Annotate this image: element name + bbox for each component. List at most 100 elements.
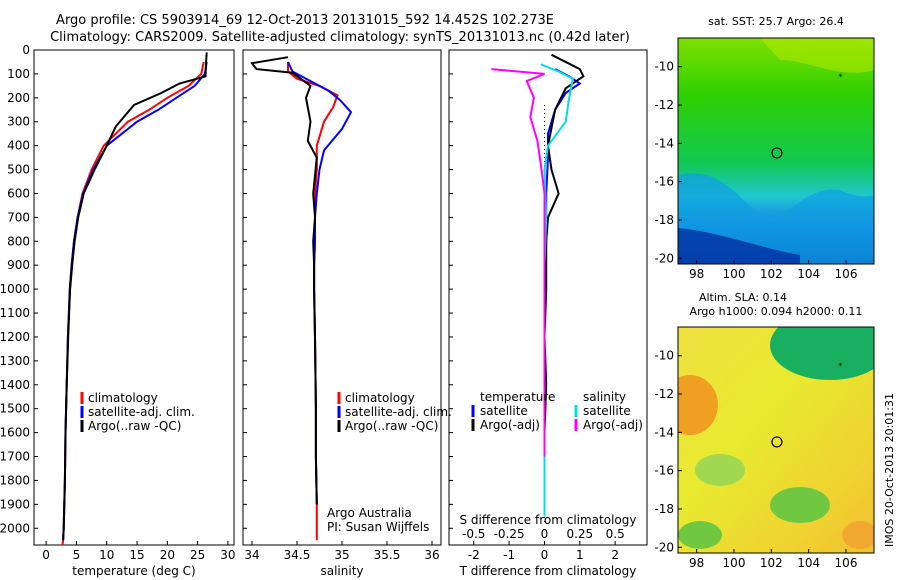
- map-y-tick-label: -16: [654, 175, 674, 189]
- y-tick-label: 0: [22, 43, 30, 57]
- header-line2: Climatology: CARS2009. Satellite-adjuste…: [50, 30, 630, 45]
- x-tick-label: 35.5: [374, 548, 401, 562]
- x-tick-label: 20: [160, 548, 175, 562]
- y-tick-label: 300: [7, 115, 30, 129]
- temperature-legend: climatology satellite-adj. clim. Argo(..…: [80, 391, 195, 433]
- salinity-legend: climatology satellite-adj. clim. Argo(..…: [337, 391, 452, 433]
- s-diff-xlabel: S difference from climatology: [460, 513, 637, 527]
- argo-location-marker: [771, 147, 783, 159]
- map-y-tick-label: -12: [654, 387, 674, 401]
- x-tick-label: 34.5: [284, 548, 311, 562]
- map-x-tick-label: 98: [689, 267, 704, 281]
- x-tick-label: -1: [503, 548, 515, 562]
- difference-panel-frame: [448, 49, 648, 546]
- legend-label-t-argo: Argo(-adj): [480, 418, 540, 432]
- x-tick-label: 25: [190, 548, 205, 562]
- y-tick-label: 1200: [0, 330, 30, 344]
- x-tick-label: 1: [576, 548, 584, 562]
- difference-panel: -2 -1 0 1 2 -0.5 -0.25 0 0.25 0.5: [449, 49, 625, 562]
- y-tick-label: 1100: [0, 306, 30, 320]
- temperature-panel: 0 5 10 15 20 25 300100200300400500600700800900…: [0, 43, 236, 562]
- y-tick-label: 1400: [0, 378, 30, 392]
- y-tick-label: 1600: [0, 426, 30, 440]
- series-climatology: [287, 62, 339, 541]
- series-climatology: [61, 61, 205, 546]
- x-tick-label: 0: [541, 548, 549, 562]
- y-tick-label: 600: [7, 186, 30, 200]
- y-tick-label: 700: [7, 210, 30, 224]
- series-salinity-argo-adj: [491, 68, 546, 457]
- legend-label-s-argo: Argo(-adj): [583, 418, 643, 432]
- y-tick-label: 2000: [0, 521, 30, 535]
- map-x-tick-label: 98: [689, 556, 704, 570]
- footer-stamp: IMOS 20-Oct-2013 20:01:31: [883, 393, 896, 547]
- series-argo-raw-qc: [62, 52, 208, 541]
- series-satellite-adj-clim: [287, 61, 353, 505]
- salinity-annotation-line2: PI: Susan Wijffels: [327, 520, 429, 534]
- y-tick-label: 500: [7, 163, 30, 177]
- map-x-tick-label: 104: [797, 267, 820, 281]
- sst-map: [678, 38, 874, 264]
- argo-location-marker: [771, 436, 783, 448]
- sla-map-frame: [677, 326, 875, 554]
- salinity-annotation-line1: Argo Australia: [327, 506, 412, 520]
- legend-label-climatology: climatology: [345, 391, 415, 405]
- map-x-tick-label: 104: [797, 556, 820, 570]
- y-tick-label: 1000: [0, 282, 30, 296]
- sla-map-title-line2: Argo h1000: 0.094 h2000: 0.11: [690, 305, 863, 318]
- x2-tick-label: 0.5: [606, 527, 625, 541]
- series-argo-raw-qc: [250, 56, 318, 505]
- x2-tick-label: 0.25: [566, 527, 593, 541]
- y-tick-label: 400: [7, 139, 30, 153]
- header-line1: Argo profile: CS 5903914_69 12-Oct-2013 …: [56, 13, 554, 28]
- x-tick-label: -2: [468, 548, 480, 562]
- y-tick-label: 1700: [0, 450, 30, 464]
- y-tick-label: 1800: [0, 473, 30, 487]
- sst-map-frame: [677, 37, 875, 265]
- sla-map-axes: 98 100 102 104 106 -10 -12 -14 -16 -18 -20 *: [654, 349, 857, 570]
- map-y-tick-label: -20: [654, 251, 674, 265]
- series-temperature-argo-adj: [543, 53, 585, 505]
- sst-map-warm-patch: [760, 38, 874, 73]
- x-tick-label: 15: [129, 548, 144, 562]
- legend-label-s-satellite: satellite: [583, 404, 631, 418]
- difference-legend: temperature salinity satellite Argo(-adj…: [471, 390, 643, 432]
- salinity-xlabel: salinity: [320, 564, 363, 578]
- x2-tick-label: 0: [541, 527, 549, 541]
- t-diff-xlabel: T difference from climatology: [459, 564, 637, 578]
- map-y-tick-label: -10: [654, 349, 674, 363]
- x-tick-label: 30: [220, 548, 235, 562]
- sst-map-title: sat. SST: 25.7 Argo: 26.4: [708, 15, 844, 28]
- map-y-tick-label: -16: [654, 464, 674, 478]
- x-tick-label: 36: [424, 548, 439, 562]
- salinity-panel-frame: [242, 49, 442, 546]
- map-x-tick-label: 100: [723, 556, 746, 570]
- legend-label-argo: Argo(..raw -QC): [345, 419, 438, 433]
- legend-label-climatology: climatology: [88, 391, 158, 405]
- map-y-tick-label: -18: [654, 213, 674, 227]
- sst-map-axes: 98 100 102 104 106 -10 -12 -14 -16 -18 -20 *: [654, 60, 857, 281]
- x-tick-label: 0: [42, 548, 50, 562]
- y-tick-label: 200: [7, 91, 30, 105]
- map-y-tick-label: -10: [654, 60, 674, 74]
- map-x-tick-label: 106: [835, 267, 858, 281]
- legend-label-satellite-adj: satellite-adj. clim.: [345, 405, 452, 419]
- legend-title-temperature: temperature: [480, 390, 555, 404]
- legend-label-satellite-adj: satellite-adj. clim.: [88, 405, 195, 419]
- x-tick-label: 35: [334, 548, 349, 562]
- series-satellite-adj-clim: [62, 61, 208, 541]
- sla-map-green-blob-1: [695, 454, 745, 486]
- legend-label-t-satellite: satellite: [480, 404, 528, 418]
- sla-map: [678, 327, 874, 553]
- map-y-tick-label: -18: [654, 502, 674, 516]
- island-marker: *: [838, 361, 842, 370]
- map-y-tick-label: -20: [654, 540, 674, 554]
- x2-tick-label: -0.5: [462, 527, 485, 541]
- y-tick-label: 1500: [0, 402, 30, 416]
- sst-map-deep-blue: [678, 228, 800, 264]
- y-tick-label: 100: [7, 67, 30, 81]
- map-x-tick-label: 102: [760, 556, 783, 570]
- sla-map-green-blob-3: [678, 521, 722, 549]
- sla-map-orange-patch: [678, 375, 718, 435]
